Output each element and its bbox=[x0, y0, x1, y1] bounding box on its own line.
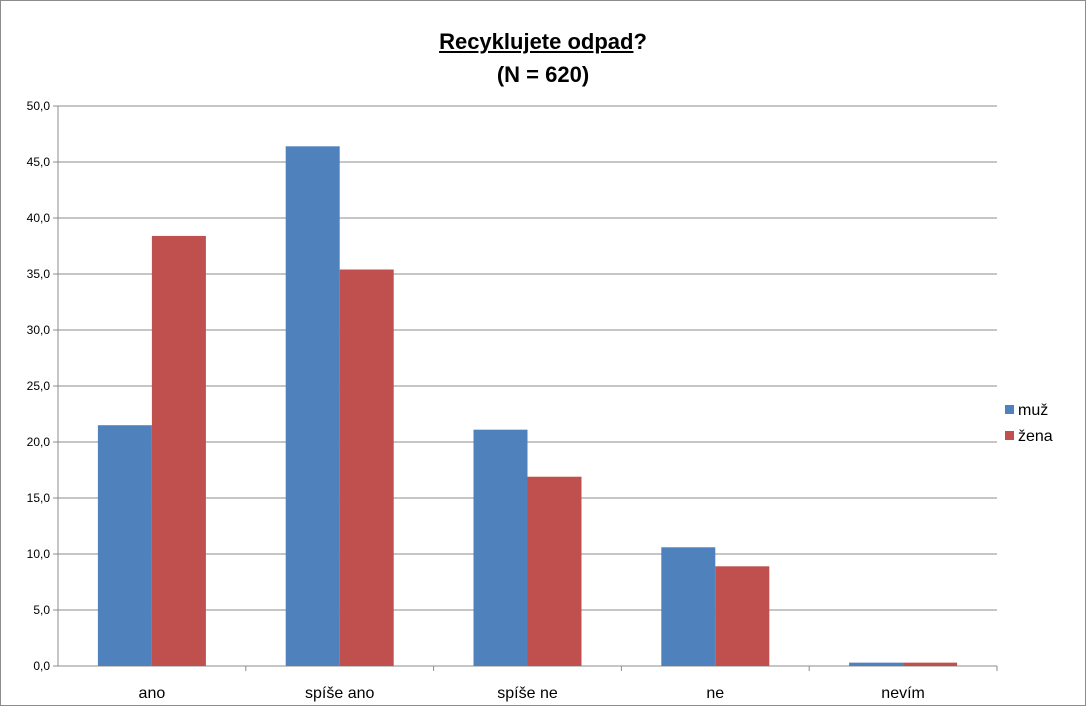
chart-title-tail: ? bbox=[633, 29, 647, 54]
y-tick-label: 20,0 bbox=[27, 435, 51, 449]
y-tick-label: 30,0 bbox=[27, 323, 51, 337]
y-tick-label: 45,0 bbox=[27, 155, 51, 169]
legend-label: žena bbox=[1018, 428, 1053, 445]
y-tick-label: 0,0 bbox=[33, 659, 50, 673]
bar-muz-3 bbox=[661, 547, 716, 666]
bar-muz-1 bbox=[285, 146, 340, 666]
y-tick-label: 40,0 bbox=[27, 211, 51, 225]
chart-title: Recyklujete odpad? bbox=[0, 28, 1086, 56]
chart-title-underlined: Recyklujete odpad bbox=[439, 29, 634, 54]
bar-muz-0 bbox=[97, 425, 152, 666]
bar-zena-4 bbox=[903, 662, 958, 666]
x-tick-label: ano bbox=[139, 685, 166, 702]
chart-subtitle: (N = 620) bbox=[496, 62, 590, 87]
x-tick-label: spíše ano bbox=[305, 685, 374, 702]
bar-muz-2 bbox=[473, 429, 528, 666]
y-tick-label: 50,0 bbox=[27, 99, 51, 113]
y-tick-label: 10,0 bbox=[27, 547, 51, 561]
x-tick-label: spíše ne bbox=[497, 685, 558, 702]
bar-zena-2 bbox=[527, 476, 582, 666]
y-tick-label: 25,0 bbox=[27, 379, 51, 393]
bar-zena-0 bbox=[151, 235, 206, 667]
x-tick-label: ne bbox=[706, 685, 724, 702]
bar-zena-3 bbox=[715, 566, 770, 666]
y-tick-label: 5,0 bbox=[33, 603, 50, 617]
legend-swatch bbox=[1005, 431, 1014, 440]
y-tick-label: 15,0 bbox=[27, 491, 51, 505]
y-tick-label: 35,0 bbox=[27, 267, 51, 281]
legend-swatch bbox=[1005, 405, 1014, 414]
x-tick-label: nevím bbox=[881, 685, 925, 702]
bar-muz-4 bbox=[849, 662, 904, 666]
legend-label: muž bbox=[1018, 402, 1048, 419]
bar-zena-1 bbox=[339, 269, 394, 666]
